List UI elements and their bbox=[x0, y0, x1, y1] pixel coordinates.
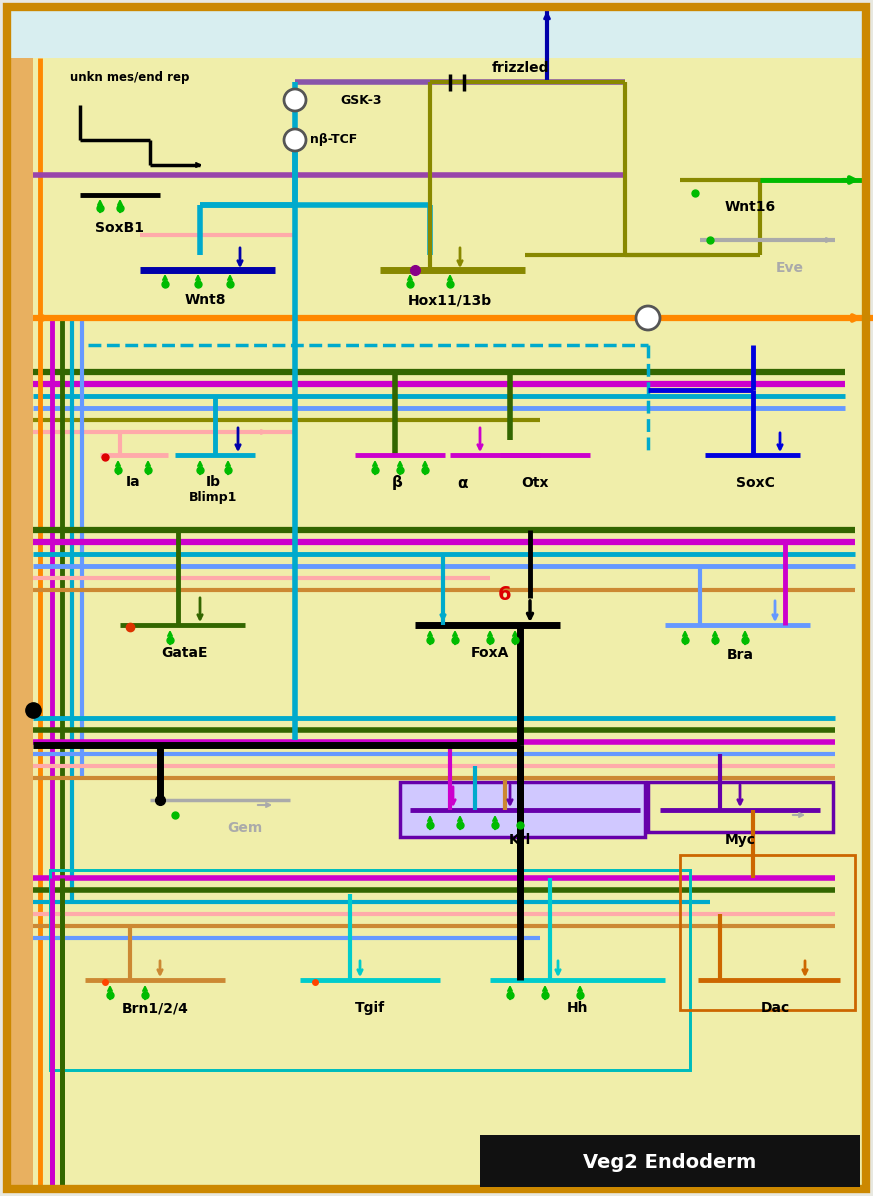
Text: Veg2 Endoderm: Veg2 Endoderm bbox=[583, 1153, 757, 1172]
Circle shape bbox=[284, 129, 306, 151]
Text: Eve: Eve bbox=[776, 261, 804, 275]
Text: Blimp1: Blimp1 bbox=[189, 492, 237, 505]
Text: Tgif: Tgif bbox=[355, 1001, 385, 1015]
Text: Otx: Otx bbox=[521, 476, 549, 490]
Text: Bra: Bra bbox=[726, 648, 753, 663]
Text: SoxC: SoxC bbox=[736, 476, 774, 490]
Bar bbox=[8, 8, 865, 57]
Text: Gem: Gem bbox=[227, 820, 263, 835]
Bar bbox=[50, 869, 690, 1070]
Text: SoxB1: SoxB1 bbox=[95, 221, 145, 234]
Text: Brn1/2/4: Brn1/2/4 bbox=[121, 1001, 189, 1015]
Text: unkn mes/end rep: unkn mes/end rep bbox=[71, 72, 189, 85]
Bar bbox=[50, 869, 690, 1070]
Text: Hh: Hh bbox=[567, 1001, 588, 1015]
Bar bbox=[8, 57, 33, 1188]
Text: GSK-3: GSK-3 bbox=[340, 93, 382, 106]
Text: Krl: Krl bbox=[509, 832, 531, 847]
Circle shape bbox=[284, 89, 306, 111]
Text: GataE: GataE bbox=[162, 646, 209, 660]
Text: Dac: Dac bbox=[760, 1001, 789, 1015]
Text: frizzled: frizzled bbox=[491, 61, 549, 75]
Text: FoxA: FoxA bbox=[471, 646, 509, 660]
Bar bbox=[680, 855, 855, 1009]
Bar bbox=[648, 782, 833, 832]
Circle shape bbox=[636, 306, 660, 330]
Text: β: β bbox=[392, 476, 402, 490]
Text: Ia: Ia bbox=[126, 475, 141, 489]
Bar bbox=[400, 782, 645, 837]
Text: Wnt16: Wnt16 bbox=[725, 200, 775, 214]
Text: Myc: Myc bbox=[725, 832, 755, 847]
Text: Hox11/13b: Hox11/13b bbox=[408, 293, 492, 307]
Text: Wnt8: Wnt8 bbox=[184, 293, 226, 307]
Text: α: α bbox=[457, 476, 467, 490]
Text: 6: 6 bbox=[498, 585, 512, 604]
Bar bbox=[480, 1135, 860, 1186]
Text: Ib: Ib bbox=[205, 475, 221, 489]
Text: nβ-TCF: nβ-TCF bbox=[310, 134, 357, 146]
